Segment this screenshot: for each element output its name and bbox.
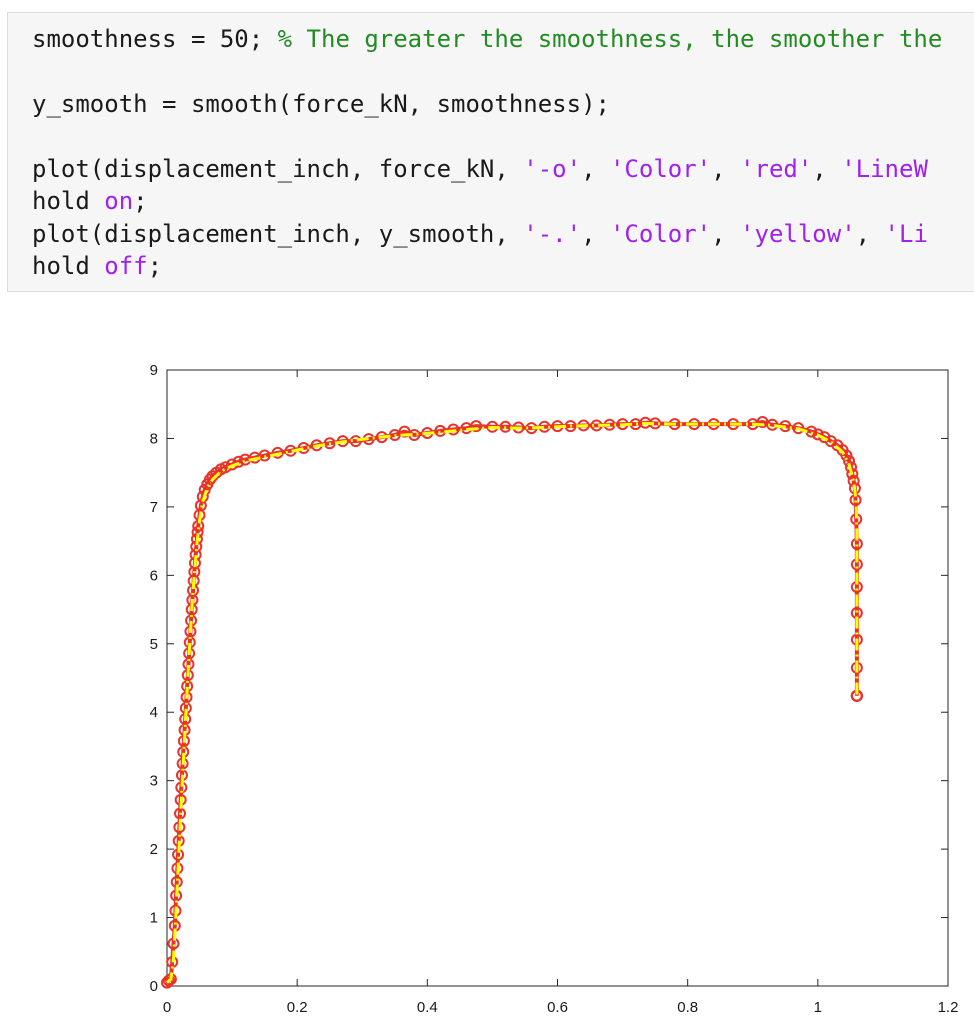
- code-line: smoothness = 50; % The greater the smoot…: [32, 23, 942, 55]
- code-token-plain: hold: [32, 252, 105, 280]
- series-raw-marker: [811, 428, 824, 441]
- y-tick-label: 8: [150, 430, 158, 447]
- x-tick-label: 1.2: [938, 999, 959, 1016]
- series-raw-marker: [792, 422, 805, 435]
- y-tick-label: 9: [150, 362, 158, 379]
- series-raw-marker: [203, 473, 216, 486]
- plot-area: [166, 369, 949, 987]
- x-tick-label: 0: [163, 999, 171, 1016]
- code-token-comment: % The greater the smoothness, the smooth…: [277, 25, 943, 53]
- y-tick-label: 0: [150, 978, 158, 995]
- code-token-string: 'Li: [884, 220, 928, 248]
- code-token-keyword: off: [104, 252, 148, 280]
- x-tick-label: 0.4: [417, 999, 438, 1016]
- code-token-string: 'red': [740, 155, 813, 183]
- code-token-plain: ,: [581, 220, 610, 248]
- series-raw-marker: [470, 420, 483, 433]
- code-token-string: 'yellow': [740, 220, 856, 248]
- code-token-plain: ,: [711, 220, 741, 248]
- y-tick-label: 5: [150, 636, 158, 653]
- code-token-string: 'Color': [609, 155, 712, 183]
- x-tick-label: 0.8: [677, 999, 698, 1016]
- code-line: plot(displacement_inch, force_kN, '-o', …: [32, 153, 928, 185]
- code-token-string: 'Color': [609, 220, 712, 248]
- y-tick-label: 1: [150, 910, 158, 927]
- series-raw-marker: [271, 446, 284, 459]
- series-raw-marker: [196, 490, 209, 503]
- code-token-plain: ,: [855, 220, 885, 248]
- code-line: y_smooth = smooth(force_kN, smoothness);: [32, 88, 610, 120]
- code-token-string: '-o': [523, 155, 582, 183]
- x-tick-label: 0.6: [547, 999, 568, 1016]
- code-line: plot(displacement_inch, y_smooth, '-.', …: [32, 218, 928, 250]
- code-line: hold on;: [32, 185, 148, 217]
- y-tick-label: 2: [150, 841, 158, 858]
- code-token-plain: smoothness = 50;: [32, 25, 278, 53]
- code-token-plain: ,: [812, 155, 842, 183]
- x-tick-label: 0.2: [287, 999, 308, 1016]
- code-token-keyword: on: [104, 187, 134, 215]
- code-line: hold off;: [32, 250, 162, 282]
- y-tick-label: 3: [150, 773, 158, 790]
- code-token-plain: ,: [581, 155, 610, 183]
- code-cell[interactable]: smoothness = 50; % The greater the smoot…: [7, 12, 974, 292]
- series-raw-marker: [447, 423, 460, 436]
- code-token-plain: ;: [133, 187, 148, 215]
- code-token-plain: ,: [711, 155, 741, 183]
- code-token-plain: plot(displacement_inch, force_kN,: [32, 155, 524, 183]
- series-raw-marker: [162, 974, 175, 987]
- y-tick-label: 7: [150, 499, 158, 516]
- code-token-string: 'LineW: [841, 155, 928, 183]
- y-tick-label: 6: [150, 567, 158, 584]
- x-tick-label: 1: [814, 999, 822, 1016]
- code-token-string: '-.': [523, 220, 582, 248]
- series-smooth-line: [166, 421, 859, 984]
- code-token-plain: hold: [32, 187, 105, 215]
- code-token-plain: ;: [147, 252, 163, 280]
- y-tick-label: 4: [150, 704, 158, 721]
- series-raw-marker: [258, 449, 271, 462]
- series-raw-marker: [349, 435, 362, 448]
- code-token-plain: y_smooth = smooth(force_kN, smoothness);: [32, 90, 610, 118]
- code-token-plain: plot(displacement_inch, y_smooth,: [32, 220, 524, 248]
